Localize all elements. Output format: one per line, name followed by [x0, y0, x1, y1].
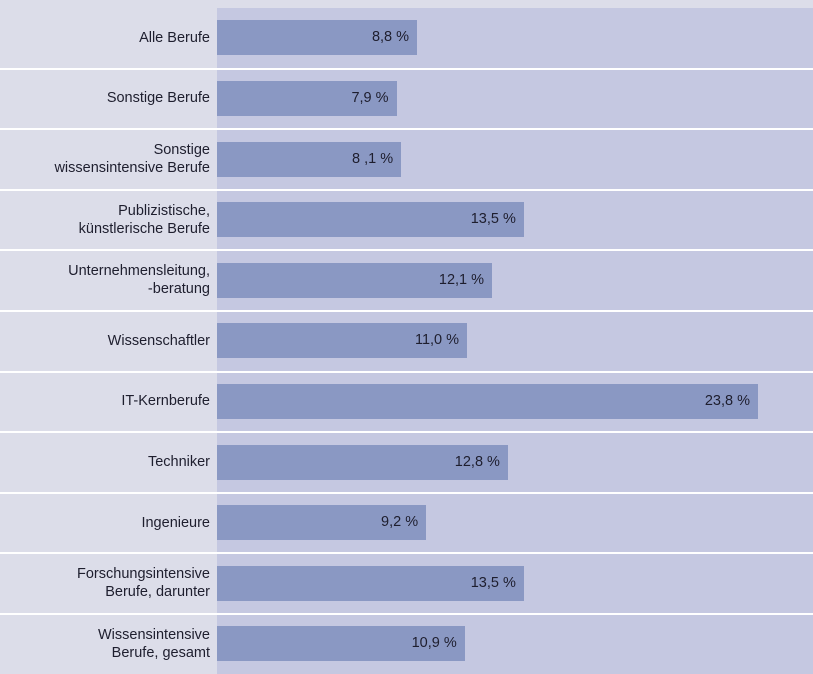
- bar-value-label: 8 ,1 %: [352, 150, 394, 167]
- bar-value-label: 13,5 %: [470, 574, 516, 591]
- category-label: Alle Berufe: [139, 29, 210, 46]
- category-label: Sonstige wissensintensive Berufe: [54, 141, 210, 176]
- bar: [217, 505, 427, 541]
- row-separator: [0, 310, 813, 312]
- category-label: Sonstige Berufe: [106, 90, 210, 107]
- bar: [217, 444, 508, 480]
- row-separator: [0, 431, 813, 434]
- bar: [217, 383, 758, 419]
- row-separator: [0, 128, 813, 131]
- row-separator: [0, 552, 813, 555]
- bar-value-label: 11,0 %: [414, 332, 460, 349]
- bar: [217, 202, 524, 238]
- bar-value-label: 23,8 %: [704, 392, 750, 409]
- bar-value-label: 7,9 %: [351, 89, 389, 106]
- bar-value-label: 8,8 %: [371, 29, 410, 46]
- bar: [217, 626, 465, 662]
- category-label: Wissensintensive Berufe, gesamt: [97, 626, 210, 661]
- category-label: IT-Kernberufe: [121, 393, 210, 410]
- bar-value-label: 9,2 %: [381, 514, 419, 531]
- category-label: Wissenschaftler: [107, 332, 210, 349]
- row-separator: [0, 491, 813, 494]
- bar: [217, 565, 524, 601]
- bar: [217, 20, 418, 56]
- bar-value-label: 12,1 %: [438, 271, 485, 288]
- bar-value-label: 10,9 %: [411, 635, 457, 652]
- row-separator: [0, 67, 813, 70]
- bar: [217, 323, 468, 359]
- bar-value-label: 12,8 %: [454, 453, 500, 470]
- bar: [217, 262, 493, 298]
- category-label: Forschungsintensive Berufe, darunter: [77, 566, 210, 601]
- row-separator: [0, 249, 813, 252]
- bar-value-label: 13,5 %: [470, 211, 516, 228]
- row-separator: [0, 370, 813, 373]
- category-label: Techniker: [147, 453, 210, 470]
- category-label: Unternehmensleitung, -beratung: [68, 263, 210, 298]
- category-label: Ingenieure: [141, 514, 210, 531]
- row-separator: [0, 613, 813, 615]
- bar: [217, 141, 402, 177]
- category-label: Publizistische, künstlerische Berufe: [78, 202, 210, 237]
- row-separator: [0, 188, 813, 191]
- bar: [217, 80, 397, 116]
